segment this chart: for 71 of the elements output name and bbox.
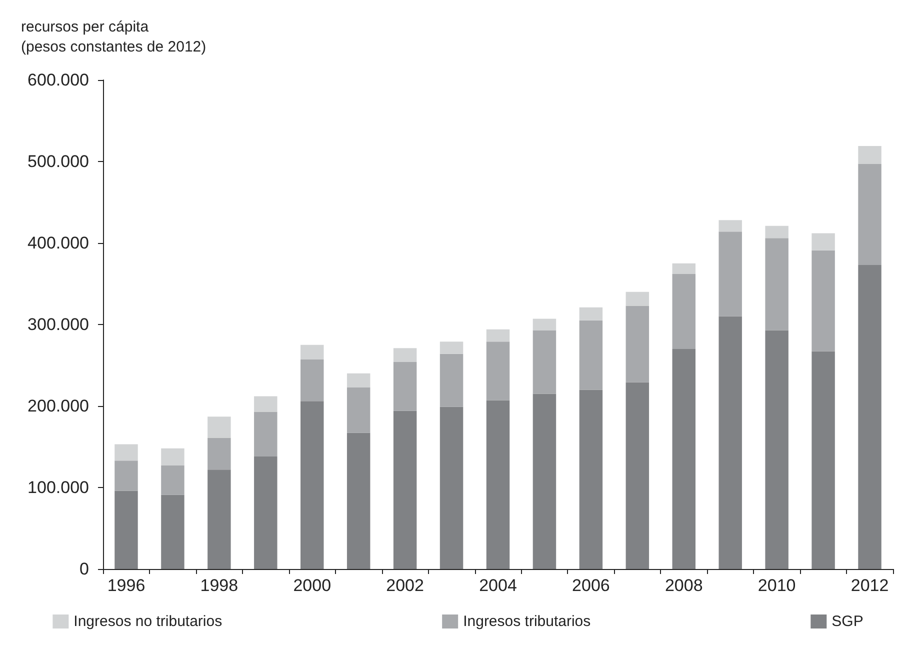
bar — [718, 232, 742, 316]
y-tick-label: 100.000 — [28, 478, 89, 497]
bar — [346, 387, 370, 433]
bar — [579, 307, 603, 320]
bar — [300, 360, 324, 402]
bar — [440, 354, 464, 407]
legend-label: Ingresos no tributarios — [74, 613, 222, 630]
x-tick-label: 2006 — [572, 576, 610, 595]
legend-label: SGP — [832, 613, 864, 630]
bar — [254, 456, 278, 569]
bar — [486, 329, 510, 342]
legend-label: Ingresos tributarios — [463, 613, 591, 630]
bar — [208, 438, 231, 470]
bar — [579, 320, 603, 390]
bar — [393, 348, 417, 362]
bar — [440, 342, 464, 354]
bar — [393, 410, 417, 569]
bar — [208, 416, 231, 438]
bar — [254, 412, 278, 457]
bar — [858, 265, 882, 569]
bar — [346, 373, 370, 388]
y-axis-title: recursos per cápita (pesos constantes de 2012) — [21, 18, 206, 56]
bar — [858, 164, 882, 266]
bar — [858, 146, 882, 164]
bar — [114, 490, 138, 569]
y-tick-label: 200.000 — [28, 396, 89, 416]
y-tick-label: 300.000 — [28, 315, 89, 334]
x-tick-label: 2002 — [386, 576, 424, 595]
y-tick-label: 400.000 — [28, 234, 89, 252]
bar — [765, 238, 788, 330]
bar — [672, 348, 696, 569]
bar — [486, 400, 510, 569]
bar — [672, 274, 696, 349]
bar — [346, 432, 370, 569]
x-tick-label: 2000 — [293, 576, 332, 595]
bar — [626, 382, 650, 569]
bar — [579, 390, 603, 569]
bar — [812, 233, 835, 250]
bar — [440, 406, 464, 569]
bar — [300, 401, 324, 569]
bar — [300, 344, 324, 360]
bar — [393, 362, 417, 411]
bar — [161, 494, 184, 569]
bar — [486, 342, 510, 400]
x-tick-label: 1998 — [200, 576, 238, 595]
y-tick-label: 500.000 — [28, 152, 89, 171]
bar — [161, 448, 184, 466]
bar — [718, 316, 742, 569]
x-tick-label: 2004 — [479, 576, 517, 595]
bar — [626, 292, 650, 306]
bar — [765, 330, 788, 569]
bar — [812, 250, 835, 352]
x-tick-label: 2008 — [664, 576, 703, 595]
x-tick-label: 2010 — [758, 576, 796, 595]
bar — [672, 263, 696, 274]
bar — [532, 318, 556, 330]
bar — [626, 306, 650, 382]
bar — [208, 470, 231, 569]
bar — [161, 465, 184, 495]
x-tick-label: 2012 — [850, 576, 889, 595]
bar — [114, 444, 138, 461]
y-tick-label: 600.000 — [28, 70, 89, 90]
bar — [765, 226, 788, 238]
bar — [254, 396, 278, 412]
x-tick-label: 1996 — [107, 576, 146, 595]
y-tick-label: 0 — [80, 560, 89, 578]
bar — [532, 394, 556, 569]
bar — [114, 460, 138, 491]
bar — [718, 220, 742, 232]
bar — [812, 351, 835, 569]
bar — [532, 330, 556, 394]
